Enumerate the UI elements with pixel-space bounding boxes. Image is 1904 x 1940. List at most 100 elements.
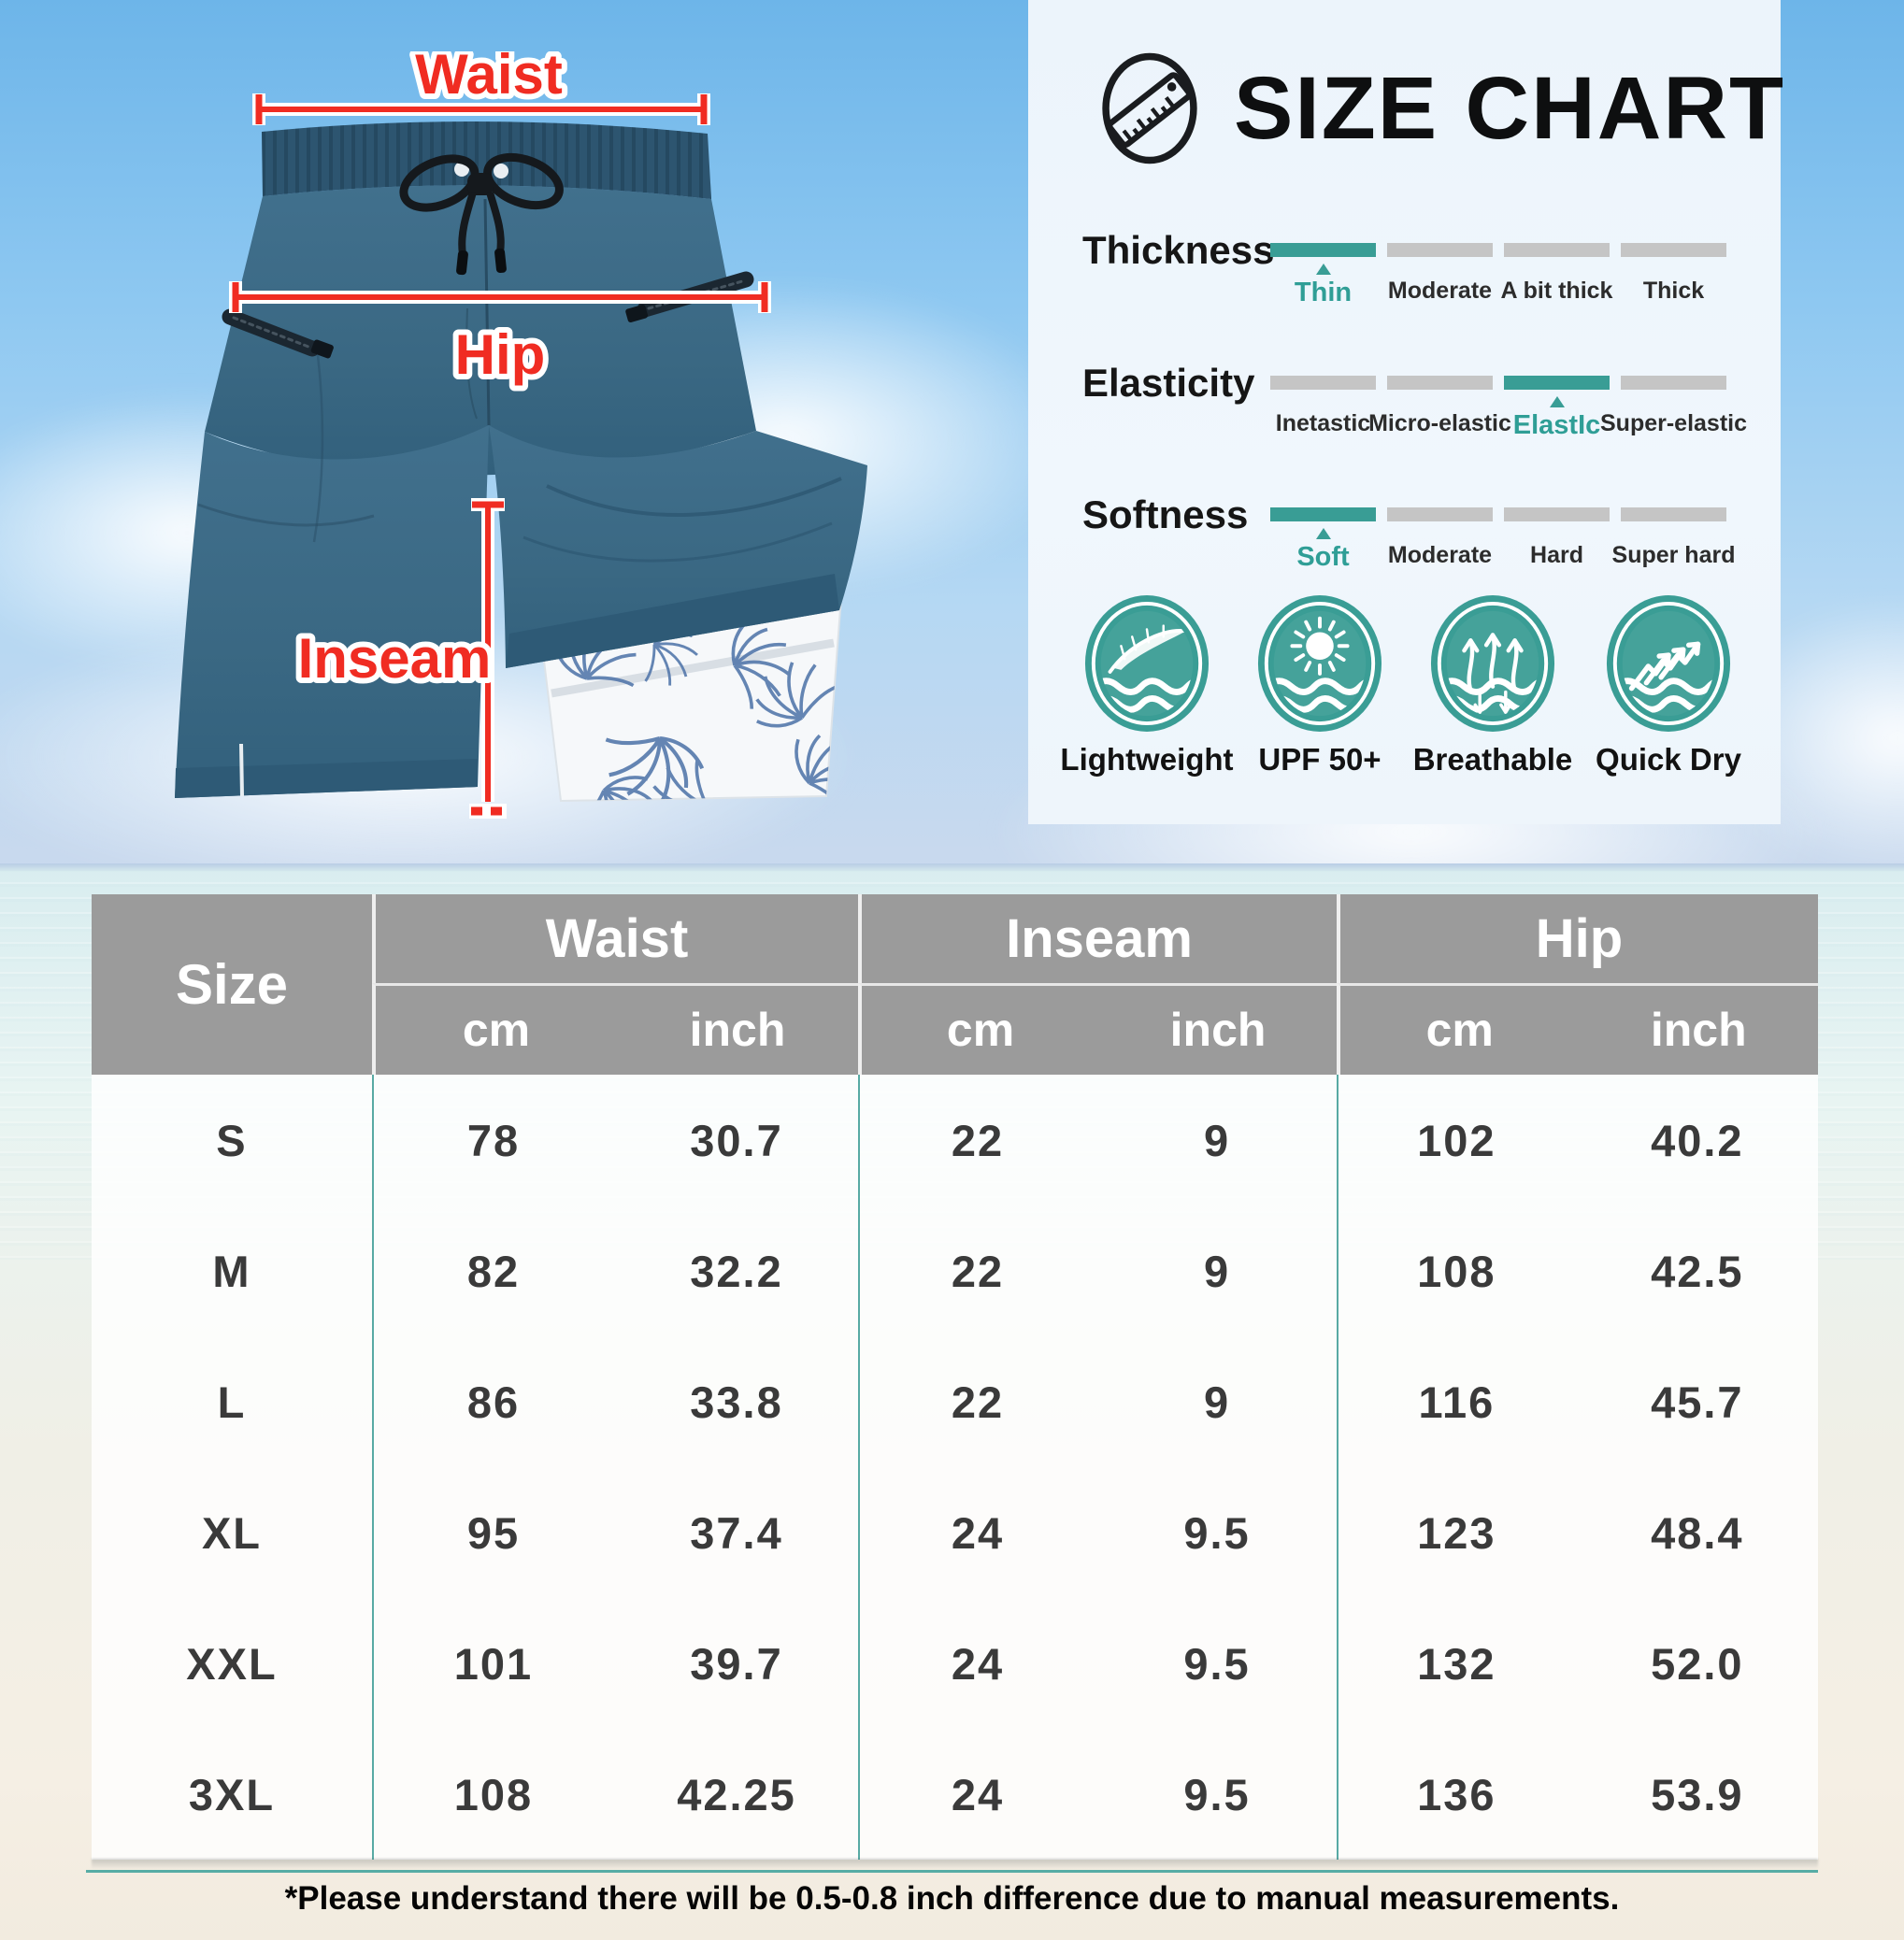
cell-value: 9.5 [1183, 1769, 1251, 1819]
feature-badges: Lightweight UP [1028, 594, 1781, 809]
attribute-label: Elasticity [1082, 361, 1255, 405]
horizon-line [0, 863, 1904, 871]
attribute-row-elasticity: Elasticity Inetastic Micro-elastic Elast… [1028, 361, 1781, 464]
size-value: XXL [186, 1638, 278, 1689]
feature-lightweight: Lightweight [1053, 594, 1240, 777]
feather-waves-icon [1084, 595, 1210, 732]
table-row: L 86 33.8 22 9 116 45.7 [92, 1336, 1818, 1467]
size-value: L [217, 1377, 247, 1427]
scale-option: Super-elastic [1600, 376, 1747, 441]
table-row: 3XL 108 42.25 24 9.5 136 53.9 [92, 1729, 1818, 1860]
cell-value: 9 [1203, 1377, 1231, 1427]
hip-label: Hip [455, 323, 546, 386]
scale-option: ElastIc [1504, 376, 1610, 441]
cell-value: 30.7 [690, 1115, 783, 1165]
unit-cm: cm [462, 1004, 531, 1057]
table-row: S 78 30.7 22 9 102 40.2 [92, 1075, 1818, 1205]
attribute-scale: Inetastic Micro-elastic ElastIc Super-el… [1270, 376, 1747, 441]
cell-value: 82 [466, 1246, 521, 1296]
waist-label: Waist [415, 51, 563, 106]
cell-value: 9 [1203, 1115, 1231, 1165]
unit-inch: inch [1169, 1004, 1267, 1057]
cell-value: 53.9 [1651, 1769, 1744, 1819]
cell-value: 136 [1417, 1769, 1496, 1819]
cell-value: 123 [1417, 1507, 1496, 1558]
column-header-inseam: Inseam [858, 894, 1338, 983]
scale-bar [1621, 243, 1726, 257]
cell-value: 39.7 [690, 1638, 783, 1689]
panel-title: SIZE CHART [1234, 58, 1785, 158]
scale-bar [1270, 243, 1376, 257]
scale-option: Micro-elastic [1368, 376, 1511, 441]
size-chart-panel: SIZE CHART Thickness Thin Moderate A bit… [1028, 0, 1783, 824]
cell-value: 101 [453, 1638, 534, 1689]
scale-bar [1270, 376, 1376, 390]
column-divider [1337, 1075, 1339, 1860]
cell-value: 102 [1417, 1115, 1496, 1165]
inseam-label: Inseam [298, 627, 492, 690]
scale-option: Thick [1621, 243, 1726, 308]
cell-value: 22 [951, 1246, 1005, 1296]
attribute-scale: Soft Moderate Hard Super hard [1270, 507, 1736, 573]
size-table-body: S 78 30.7 22 9 102 40.2 M 82 32.2 22 9 1… [92, 1075, 1818, 1860]
measurement-footnote: *Please understand there will be 0.5-0.8… [284, 1880, 1620, 1917]
unit-cm: cm [946, 1004, 1015, 1057]
cell-value: 9.5 [1183, 1638, 1251, 1689]
selected-marker-icon [1315, 528, 1331, 539]
cell-value: 9.5 [1183, 1507, 1251, 1558]
cell-value: 24 [951, 1638, 1005, 1689]
attribute-row-softness: Softness Soft Moderate Hard Super hard [1028, 492, 1781, 595]
unit-header-waist: cm inch [371, 982, 859, 1075]
airflow-arrows-icon [1430, 595, 1555, 732]
scale-option: Soft [1270, 507, 1376, 573]
scale-bar [1387, 507, 1493, 521]
feature-upf50: UPF 50+ [1226, 594, 1413, 777]
unit-cm: cm [1425, 1004, 1494, 1057]
inseam-measure-line [469, 498, 507, 819]
cell-value: 24 [951, 1769, 1005, 1819]
attribute-label: Softness [1082, 492, 1249, 536]
selected-marker-icon [1315, 264, 1331, 275]
column-header-waist: Waist [371, 894, 859, 983]
cell-value: 42.25 [677, 1769, 796, 1819]
cell-value: 22 [951, 1115, 1005, 1165]
unit-header-inseam: cm inch [858, 982, 1338, 1075]
cell-value: 78 [466, 1115, 521, 1165]
waist-measure-line [252, 93, 710, 125]
cell-value: 22 [951, 1377, 1005, 1427]
table-underline [86, 1870, 1818, 1873]
feature-label: Quick Dry [1596, 742, 1741, 777]
scale-bar [1504, 507, 1610, 521]
attribute-row-thickness: Thickness Thin Moderate A bit thick Thic… [1028, 228, 1781, 331]
size-table: Size Waist Inseam Hip cm inch cm inch cm in… [92, 894, 1818, 1860]
cell-value: 32.2 [690, 1246, 783, 1296]
cell-value: 108 [453, 1769, 534, 1819]
table-row: XL 95 37.4 24 9.5 123 48.4 [92, 1467, 1818, 1598]
cell-value: 45.7 [1651, 1377, 1744, 1427]
scale-bar [1621, 376, 1726, 390]
cell-value: 108 [1417, 1246, 1496, 1296]
scale-option: Super hard [1612, 507, 1736, 573]
scale-option: Inetastic [1270, 376, 1376, 441]
table-row: XXL 101 39.7 24 9.5 132 52.0 [92, 1598, 1818, 1729]
size-value: XL [201, 1507, 262, 1558]
scale-option: Hard [1504, 507, 1610, 573]
cell-value: 40.2 [1651, 1115, 1744, 1165]
cell-value: 42.5 [1651, 1246, 1744, 1296]
scale-bar [1387, 243, 1493, 257]
cell-value: 95 [466, 1507, 521, 1558]
scale-option: Thin [1270, 243, 1376, 308]
scale-bar [1504, 376, 1610, 390]
size-value: M [212, 1246, 251, 1296]
cell-value: 86 [466, 1377, 521, 1427]
unit-inch: inch [689, 1004, 786, 1057]
feature-label: Lightweight [1060, 742, 1234, 777]
selected-marker-icon [1549, 396, 1565, 407]
size-value: 3XL [188, 1769, 276, 1819]
measurement-annotations: Waist Hip Inseam [229, 51, 771, 819]
feature-label: Breathable [1412, 742, 1573, 777]
scale-bar [1621, 507, 1726, 521]
scale-option: Moderate [1387, 507, 1493, 573]
cell-value: 48.4 [1651, 1507, 1744, 1558]
